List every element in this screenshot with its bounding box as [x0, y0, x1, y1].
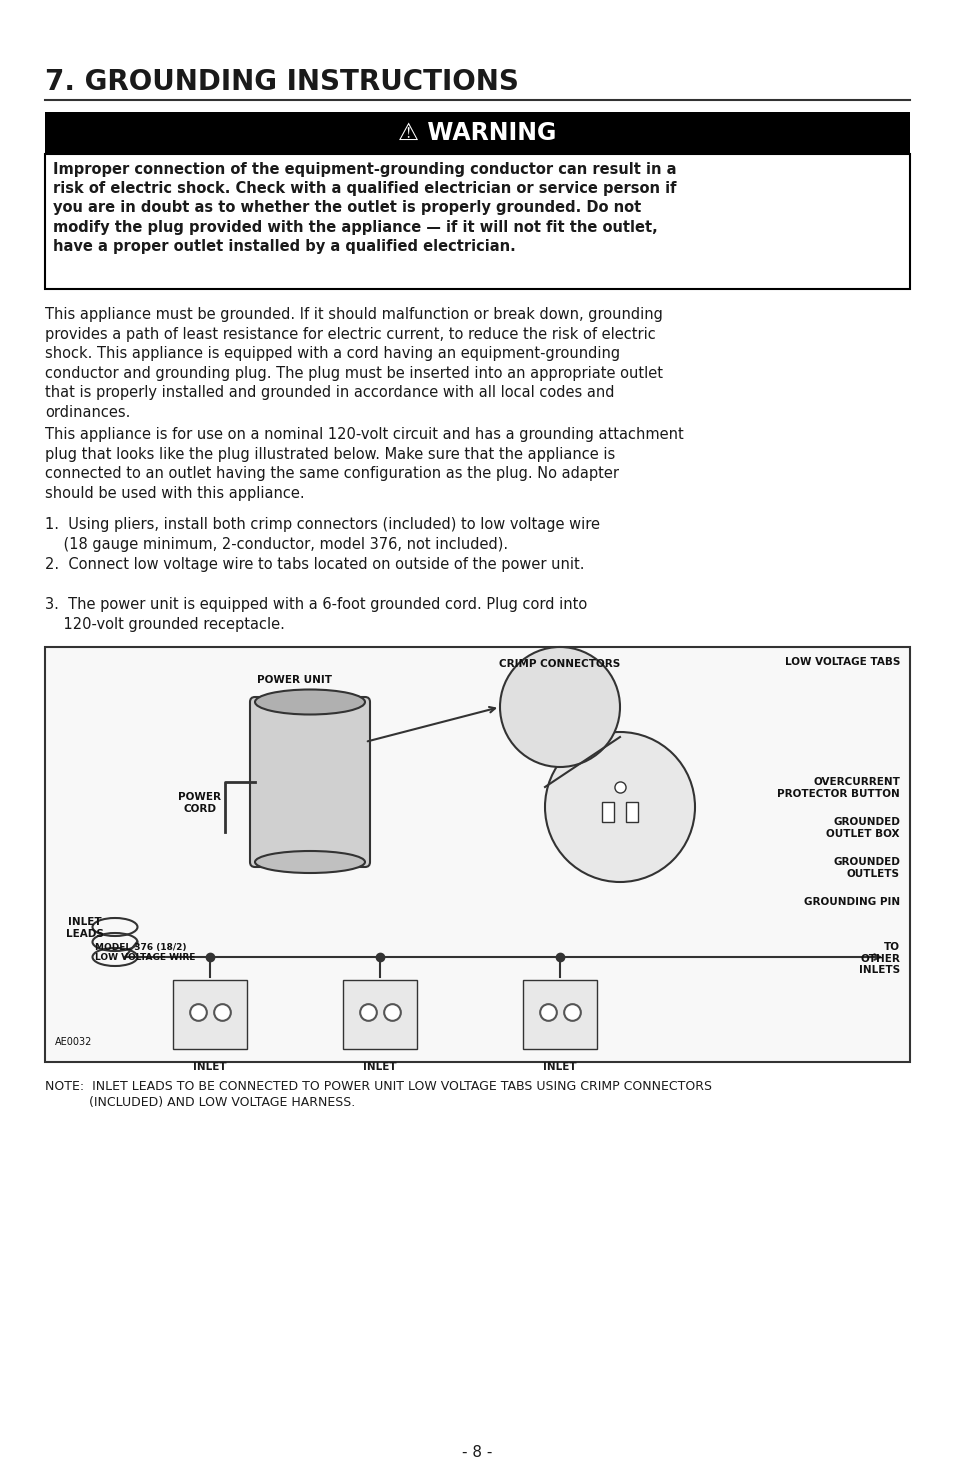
Text: TO
OTHER
INLETS: TO OTHER INLETS — [858, 943, 899, 975]
Circle shape — [499, 648, 619, 767]
FancyBboxPatch shape — [250, 698, 370, 867]
FancyBboxPatch shape — [45, 153, 909, 289]
Text: ⚠ WARNING: ⚠ WARNING — [398, 121, 557, 145]
Text: NOTE:  INLET LEADS TO BE CONNECTED TO POWER UNIT LOW VOLTAGE TABS USING CRIMP CO: NOTE: INLET LEADS TO BE CONNECTED TO POW… — [45, 1080, 711, 1109]
FancyBboxPatch shape — [343, 979, 416, 1049]
FancyBboxPatch shape — [45, 648, 909, 1062]
Text: - 8 -: - 8 - — [461, 1446, 492, 1460]
FancyBboxPatch shape — [172, 979, 247, 1049]
Text: 7. GROUNDING INSTRUCTIONS: 7. GROUNDING INSTRUCTIONS — [45, 68, 518, 96]
Text: POWER UNIT: POWER UNIT — [257, 676, 333, 684]
Ellipse shape — [254, 851, 365, 873]
Bar — [625, 802, 638, 822]
Text: 3.  The power unit is equipped with a 6-foot grounded cord. Plug cord into
    1: 3. The power unit is equipped with a 6-f… — [45, 597, 587, 631]
FancyBboxPatch shape — [45, 112, 909, 153]
Text: GROUNDED
OUTLET BOX: GROUNDED OUTLET BOX — [825, 817, 899, 839]
Text: CRIMP CONNECTORS: CRIMP CONNECTORS — [498, 659, 620, 670]
Text: INLET: INLET — [542, 1062, 577, 1072]
Text: This appliance must be grounded. If it should malfunction or break down, groundi: This appliance must be grounded. If it s… — [45, 307, 662, 420]
FancyBboxPatch shape — [522, 979, 597, 1049]
Text: MODEL 376 (18/2)
LOW VOLTAGE WIRE: MODEL 376 (18/2) LOW VOLTAGE WIRE — [95, 943, 195, 962]
Text: LOW VOLTAGE TABS: LOW VOLTAGE TABS — [783, 656, 899, 667]
Text: INLET: INLET — [363, 1062, 396, 1072]
Text: GROUNDED
OUTLETS: GROUNDED OUTLETS — [832, 857, 899, 879]
Text: AE0032: AE0032 — [55, 1037, 92, 1047]
Text: Improper connection of the equipment-grounding conductor can result in a
risk of: Improper connection of the equipment-gro… — [53, 162, 676, 254]
Text: INLET: INLET — [193, 1062, 227, 1072]
Text: OVERCURRENT
PROTECTOR BUTTON: OVERCURRENT PROTECTOR BUTTON — [777, 777, 899, 798]
Text: GROUNDING PIN: GROUNDING PIN — [803, 897, 899, 907]
Text: 1.  Using pliers, install both crimp connectors (included) to low voltage wire
 : 1. Using pliers, install both crimp conn… — [45, 518, 599, 552]
Text: POWER
CORD: POWER CORD — [178, 792, 221, 814]
Text: INLET
LEADS: INLET LEADS — [66, 917, 104, 938]
Bar — [601, 802, 614, 822]
Ellipse shape — [254, 689, 365, 714]
Text: 2.  Connect low voltage wire to tabs located on outside of the power unit.: 2. Connect low voltage wire to tabs loca… — [45, 558, 584, 572]
Circle shape — [544, 732, 695, 882]
Text: This appliance is for use on a nominal 120-volt circuit and has a grounding atta: This appliance is for use on a nominal 1… — [45, 426, 683, 500]
